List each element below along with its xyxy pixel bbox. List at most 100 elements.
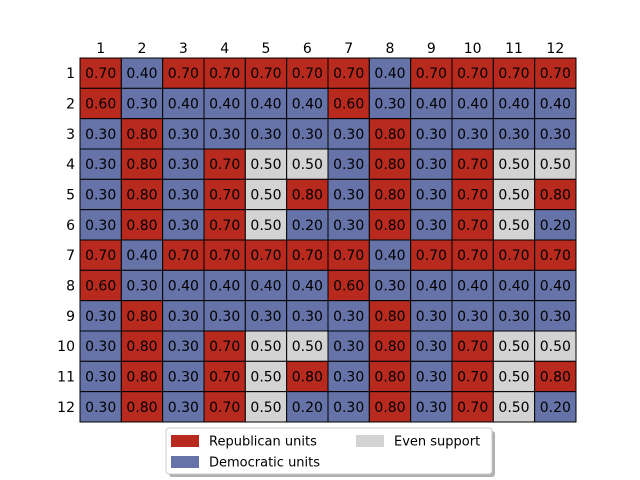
cell-value-label: 0.70 [498, 248, 529, 264]
cell-value-label: 0.70 [209, 218, 240, 234]
heatmap-cell-r10-c7 [327, 330, 370, 362]
cell-value-label: 0.30 [209, 309, 240, 325]
heatmap-cell-r9-c12 [534, 300, 577, 332]
cell-value-label: 0.30 [333, 400, 364, 416]
heatmap-cell-r10-c8 [368, 330, 412, 362]
heatmap-cell-r12-c11 [492, 391, 536, 423]
cell-value-label: 0.30 [168, 370, 199, 386]
cell-value-label: 0.70 [457, 66, 488, 82]
cell-value-label: 0.40 [498, 279, 529, 295]
cell-value-label: 0.30 [333, 157, 364, 173]
heatmap-cell-r3-c5 [244, 118, 288, 150]
cell-value-label: 0.50 [540, 339, 571, 355]
heatmap-cell-r6-c7 [327, 209, 370, 241]
heatmap-cell-r12-c12 [534, 391, 577, 423]
y-tick-label: 3 [66, 127, 75, 143]
heatmap-cell-r7-c5 [244, 239, 288, 271]
cell-value-label: 0.40 [498, 97, 529, 113]
cell-value-label: 0.70 [457, 248, 488, 264]
heatmap-cell-r4-c6 [286, 148, 329, 180]
y-tick-label: 2 [66, 97, 75, 113]
x-tick-label: 2 [138, 41, 147, 57]
cell-value-label: 0.80 [540, 188, 571, 204]
heatmap-cell-r4-c9 [410, 148, 453, 180]
y-tick-label: 9 [66, 309, 75, 325]
heatmap-cell-r11-c12 [534, 360, 577, 393]
heatmap-cell-r2-c7 [327, 87, 370, 120]
cell-value-label: 0.80 [374, 218, 405, 234]
cell-value-label: 0.30 [126, 97, 157, 113]
cell-value-label: 0.70 [457, 218, 488, 234]
cell-value-label: 0.30 [250, 127, 281, 143]
y-tick-label: 6 [66, 218, 75, 234]
cell-value-label: 0.70 [457, 370, 488, 386]
heatmap-cell-r11-c8 [368, 360, 412, 393]
cell-value-label: 0.70 [333, 66, 364, 82]
legend-box [165, 427, 493, 475]
heatmap-cell-r9-c3 [162, 300, 205, 332]
cell-value-label: 0.70 [457, 157, 488, 173]
cell-value-label: 0.80 [292, 370, 323, 386]
cell-value-label: 0.30 [85, 157, 116, 173]
cell-value-label: 0.80 [374, 127, 405, 143]
cell-value-label: 0.70 [292, 66, 323, 82]
cell-value-label: 0.30 [333, 188, 364, 204]
cell-value-label: 0.60 [85, 97, 116, 113]
cell-value-label: 0.80 [374, 157, 405, 173]
heatmap-cell-r3-c3 [162, 118, 205, 150]
x-tick-label: 11 [505, 41, 523, 57]
y-tick-label: 8 [66, 279, 75, 295]
y-tick-label: 12 [57, 400, 75, 416]
y-tick-label: 5 [66, 188, 75, 204]
heatmap-cell-r10-c2 [120, 330, 164, 362]
heatmap-cell-r1-c8 [368, 57, 412, 89]
cell-value-label: 0.70 [250, 248, 281, 264]
cell-value-label: 0.30 [250, 309, 281, 325]
cell-value-label: 0.30 [416, 127, 447, 143]
cell-value-label: 0.40 [209, 279, 240, 295]
cell-value-label: 0.80 [126, 370, 157, 386]
heatmap-cell-r6-c12 [534, 209, 577, 241]
heatmap-cell-r2-c11 [492, 87, 536, 120]
heatmap-cell-r6-c8 [368, 209, 412, 241]
cell-value-label: 0.80 [126, 218, 157, 234]
cell-value-label: 0.30 [416, 188, 447, 204]
cell-value-label: 0.50 [498, 339, 529, 355]
cell-value-label: 0.40 [540, 97, 571, 113]
heatmap-cell-r11-c11 [492, 360, 536, 393]
cell-value-label: 0.30 [209, 127, 240, 143]
cell-value-label: 0.70 [168, 248, 199, 264]
heatmap-cell-r4-c1 [79, 148, 122, 180]
cell-value-label: 0.50 [540, 157, 571, 173]
cell-value-label: 0.20 [540, 400, 571, 416]
cell-value-label: 0.30 [374, 97, 405, 113]
cell-value-label: 0.50 [292, 157, 323, 173]
heatmap-cell-r7-c1 [79, 239, 122, 271]
cell-value-label: 0.30 [498, 127, 529, 143]
heatmap-cell-r3-c7 [327, 118, 370, 150]
heatmap-cell-r9-c1 [79, 300, 122, 332]
cell-value-label: 0.50 [498, 218, 529, 234]
heatmap-cell-r12-c6 [286, 391, 329, 423]
legend-label-republican: Republican units [209, 435, 317, 450]
cell-value-label: 0.70 [416, 66, 447, 82]
heatmap-cell-r11-c2 [120, 360, 164, 393]
heatmap-cell-r9-c7 [327, 300, 370, 332]
x-tick-label: 12 [546, 41, 564, 57]
cell-value-label: 0.70 [85, 66, 116, 82]
cell-value-label: 0.50 [250, 188, 281, 204]
heatmap-cell-r7-c4 [203, 239, 246, 271]
cell-value-label: 0.70 [457, 339, 488, 355]
cells-layer: 0.70 0.40 0.70 0.70 0.70 0.70 0.70 0.40 0.70 0.70… [79, 57, 577, 423]
cell-value-label: 0.40 [416, 279, 447, 295]
cell-value-label: 0.30 [126, 279, 157, 295]
heatmap-cell-r4-c11 [492, 148, 536, 180]
heatmap-cell-r7-c3 [162, 239, 205, 271]
cell-value-label: 0.30 [333, 127, 364, 143]
heatmap-cell-r8-c11 [492, 269, 536, 302]
y-tick-label: 7 [66, 248, 75, 264]
heatmap-cell-r5-c11 [492, 178, 536, 211]
heatmap-cell-r12-c2 [120, 391, 164, 423]
